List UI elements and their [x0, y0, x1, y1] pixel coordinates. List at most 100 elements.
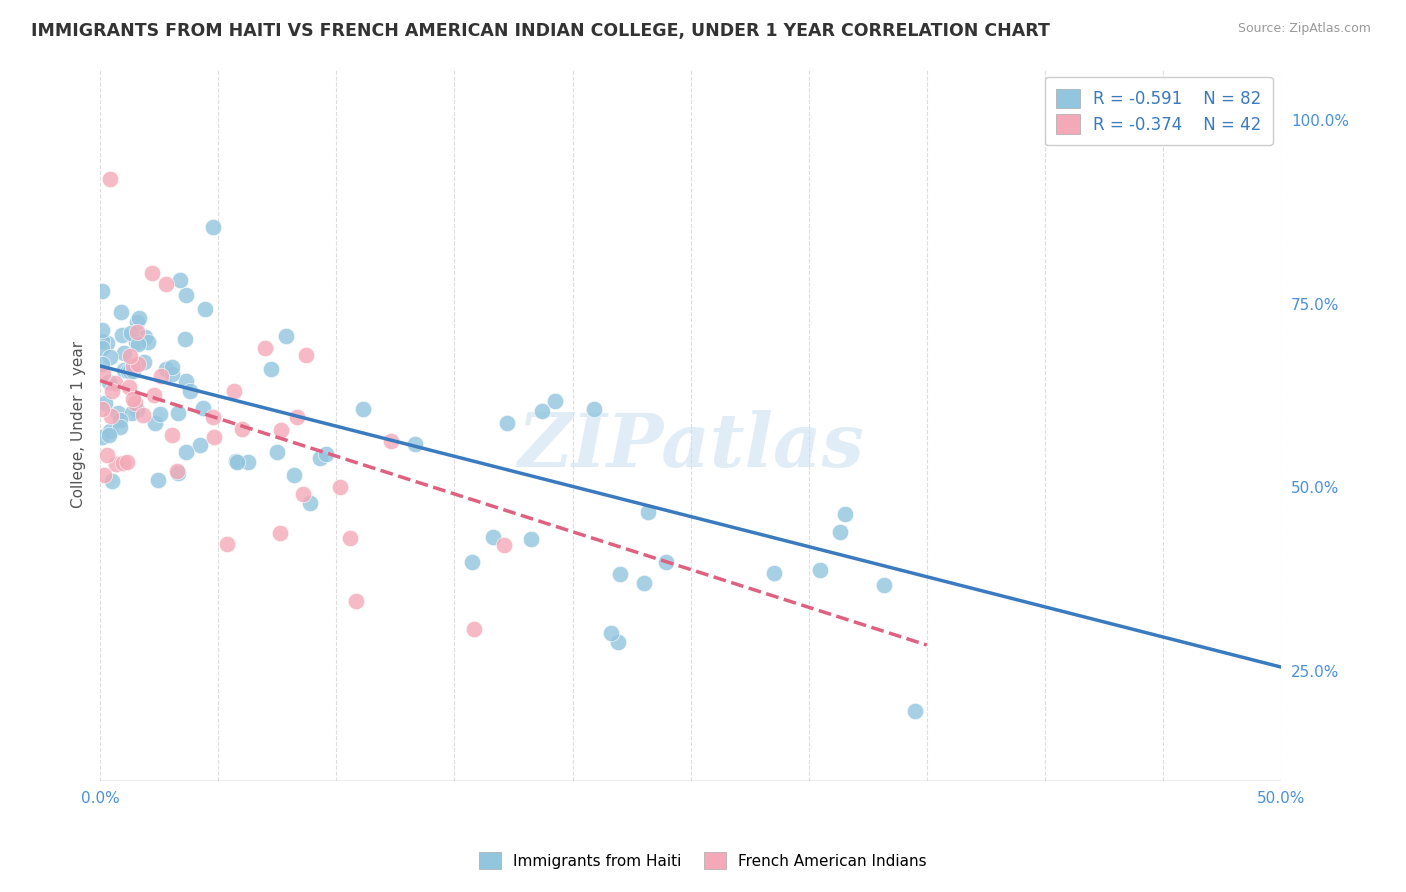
- Point: [121, 392, 143, 407]
- Point: [111, 327, 134, 342]
- Point: [202, 220, 225, 235]
- Point: [117, 455, 139, 469]
- Point: [461, 555, 484, 569]
- Y-axis label: College, Under 1 year: College, Under 1 year: [72, 341, 86, 508]
- Point: [112, 345, 135, 359]
- Point: [179, 384, 201, 398]
- Point: [808, 563, 831, 577]
- Point: [125, 326, 148, 340]
- Point: [202, 410, 225, 425]
- Point: [91, 334, 114, 349]
- Point: [828, 524, 851, 539]
- Point: [174, 332, 197, 346]
- Point: [160, 359, 183, 374]
- Point: [167, 405, 190, 419]
- Point: [104, 376, 127, 391]
- Point: [166, 464, 188, 478]
- Point: [404, 436, 426, 450]
- Point: [274, 328, 297, 343]
- Point: [127, 337, 149, 351]
- Point: [606, 635, 628, 649]
- Point: [132, 408, 155, 422]
- Point: [96, 336, 118, 351]
- Point: [520, 532, 543, 546]
- Point: [834, 507, 856, 521]
- Point: [762, 566, 785, 580]
- Point: [118, 350, 141, 364]
- Point: [266, 444, 288, 458]
- Point: [904, 704, 927, 718]
- Point: [160, 368, 183, 382]
- Point: [91, 357, 114, 371]
- Point: [155, 362, 177, 376]
- Point: [142, 388, 165, 402]
- Point: [136, 335, 159, 350]
- Point: [149, 369, 172, 384]
- Point: [188, 438, 211, 452]
- Point: [259, 361, 281, 376]
- Point: [101, 384, 124, 399]
- Point: [167, 467, 190, 481]
- Point: [132, 355, 155, 369]
- Point: [496, 417, 519, 431]
- Text: ZIPatlas: ZIPatlas: [517, 409, 865, 483]
- Legend: Immigrants from Haiti, French American Indians: Immigrants from Haiti, French American I…: [474, 846, 932, 875]
- Point: [531, 404, 554, 418]
- Point: [122, 359, 145, 373]
- Point: [124, 396, 146, 410]
- Point: [380, 434, 402, 448]
- Point: [98, 424, 121, 438]
- Point: [120, 326, 142, 341]
- Point: [117, 364, 139, 378]
- Point: [91, 430, 114, 444]
- Point: [143, 416, 166, 430]
- Point: [544, 394, 567, 409]
- Point: [329, 480, 352, 494]
- Point: [111, 456, 134, 470]
- Point: [121, 364, 143, 378]
- Point: [202, 430, 225, 444]
- Point: [100, 474, 122, 488]
- Text: IMMIGRANTS FROM HAITI VS FRENCH AMERICAN INDIAN COLLEGE, UNDER 1 YEAR CORRELATIO: IMMIGRANTS FROM HAITI VS FRENCH AMERICAN…: [31, 22, 1050, 40]
- Point: [128, 310, 150, 325]
- Point: [127, 357, 149, 371]
- Point: [117, 380, 139, 394]
- Point: [141, 267, 163, 281]
- Point: [98, 171, 121, 186]
- Point: [91, 401, 114, 416]
- Point: [93, 468, 115, 483]
- Point: [482, 530, 505, 544]
- Point: [633, 576, 655, 591]
- Point: [94, 396, 117, 410]
- Point: [100, 409, 122, 424]
- Point: [308, 451, 330, 466]
- Point: [91, 341, 114, 355]
- Point: [270, 423, 292, 437]
- Text: Source: ZipAtlas.com: Source: ZipAtlas.com: [1237, 22, 1371, 36]
- Point: [238, 455, 260, 469]
- Point: [609, 567, 631, 582]
- Point: [191, 401, 214, 416]
- Point: [112, 363, 135, 377]
- Point: [872, 578, 894, 592]
- Point: [91, 285, 114, 299]
- Point: [97, 375, 120, 389]
- Point: [224, 384, 246, 398]
- Point: [225, 454, 247, 468]
- Point: [110, 305, 132, 319]
- Point: [283, 468, 305, 483]
- Point: [97, 427, 120, 442]
- Point: [253, 341, 276, 355]
- Point: [352, 402, 374, 417]
- Point: [298, 496, 321, 510]
- Point: [287, 409, 309, 424]
- Point: [121, 407, 143, 421]
- Point: [492, 538, 515, 552]
- Point: [176, 374, 198, 388]
- Point: [160, 427, 183, 442]
- Point: [269, 526, 291, 541]
- Point: [315, 447, 337, 461]
- Point: [105, 457, 128, 471]
- Point: [655, 555, 678, 569]
- Point: [339, 531, 361, 545]
